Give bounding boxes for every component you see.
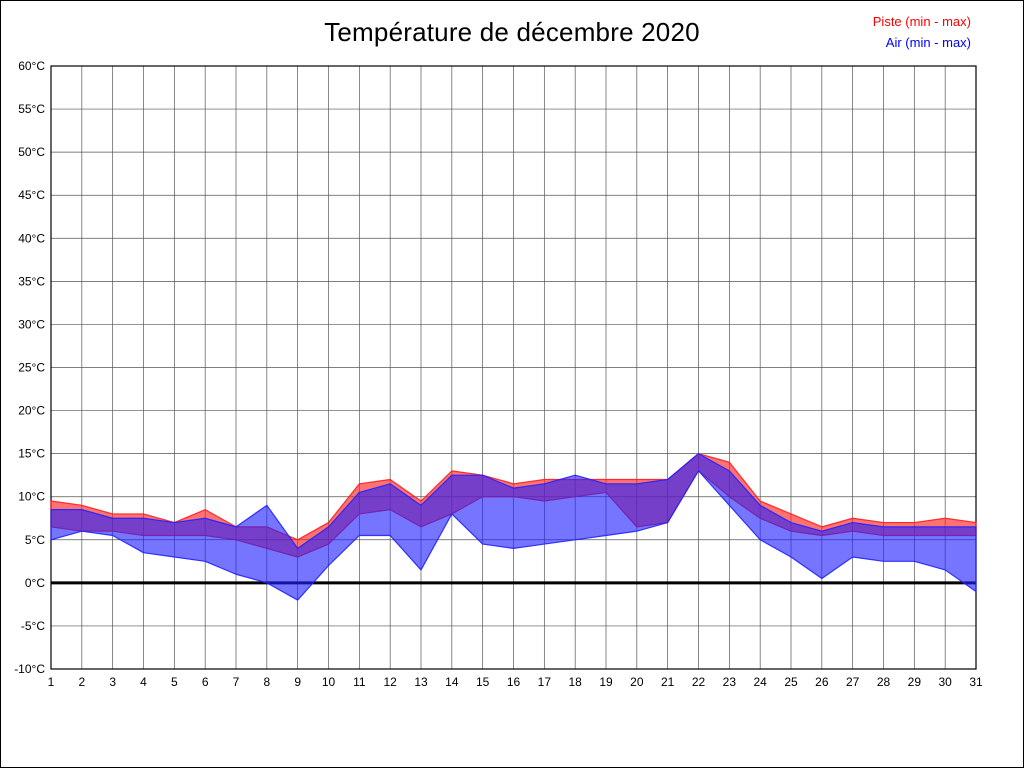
x-tick-label: 26: [815, 675, 829, 689]
x-tick-label: 22: [692, 675, 706, 689]
x-tick-label: 25: [784, 675, 798, 689]
x-tick-label: 20: [630, 675, 644, 689]
x-tick-label: 13: [414, 675, 428, 689]
x-tick-label: 30: [938, 675, 952, 689]
air-band: [50, 453, 977, 601]
y-tick-label: 45°C: [18, 188, 45, 202]
x-tick-label: 24: [753, 675, 767, 689]
y-tick-label: 20°C: [18, 404, 45, 418]
x-tick-label: 7: [233, 675, 240, 689]
y-tick-label: 5°C: [25, 533, 45, 547]
y-tick-label: 0°C: [25, 576, 45, 590]
x-tick-label: 15: [476, 675, 490, 689]
x-tick-label: 10: [322, 675, 336, 689]
x-tick-label: 1: [48, 675, 55, 689]
x-tick-label: 16: [507, 675, 521, 689]
x-tick-label: 23: [723, 675, 737, 689]
x-tick-label: 11: [353, 675, 366, 689]
y-tick-label: 10°C: [18, 490, 45, 504]
x-tick-label: 29: [908, 675, 922, 689]
plot-border: [50, 65, 977, 670]
chart-legend: Piste (min - max) Air (min - max): [873, 11, 971, 53]
x-tick-label: 5: [171, 675, 178, 689]
x-tick-label: 8: [263, 675, 270, 689]
y-tick-label: 60°C: [18, 59, 45, 73]
y-tick-label: 25°C: [18, 361, 45, 375]
x-tick-label: 21: [661, 675, 675, 689]
y-tick-label: 35°C: [18, 274, 45, 288]
y-tick-label: 40°C: [18, 231, 45, 245]
y-tick-label: 55°C: [18, 102, 45, 116]
legend-entry-piste: Piste (min - max): [872, 14, 971, 29]
x-tick-label: 18: [568, 675, 582, 689]
x-tick-label: 4: [140, 675, 147, 689]
y-tick-label: 15°C: [18, 447, 45, 461]
x-tick-label: 27: [846, 675, 860, 689]
legend-entry-air: Air (min - max): [885, 35, 971, 50]
x-tick-label: 31: [969, 675, 983, 689]
x-tick-label: 14: [445, 675, 459, 689]
x-tick-label: 3: [109, 675, 116, 689]
y-tick-label: 30°C: [18, 317, 45, 331]
x-tick-label: 17: [538, 675, 552, 689]
x-tick-label: 6: [202, 675, 209, 689]
y-tick-label: -10°C: [14, 662, 45, 676]
x-tick-label: 2: [78, 675, 85, 689]
x-tick-label: 19: [599, 675, 613, 689]
x-tick-label: 12: [383, 675, 397, 689]
x-tick-label: 28: [877, 675, 891, 689]
y-tick-label: 50°C: [18, 145, 45, 159]
chart-title: Température de décembre 2020: [324, 17, 700, 47]
y-tick-label: -5°C: [21, 619, 45, 633]
x-tick-label: 9: [294, 675, 301, 689]
